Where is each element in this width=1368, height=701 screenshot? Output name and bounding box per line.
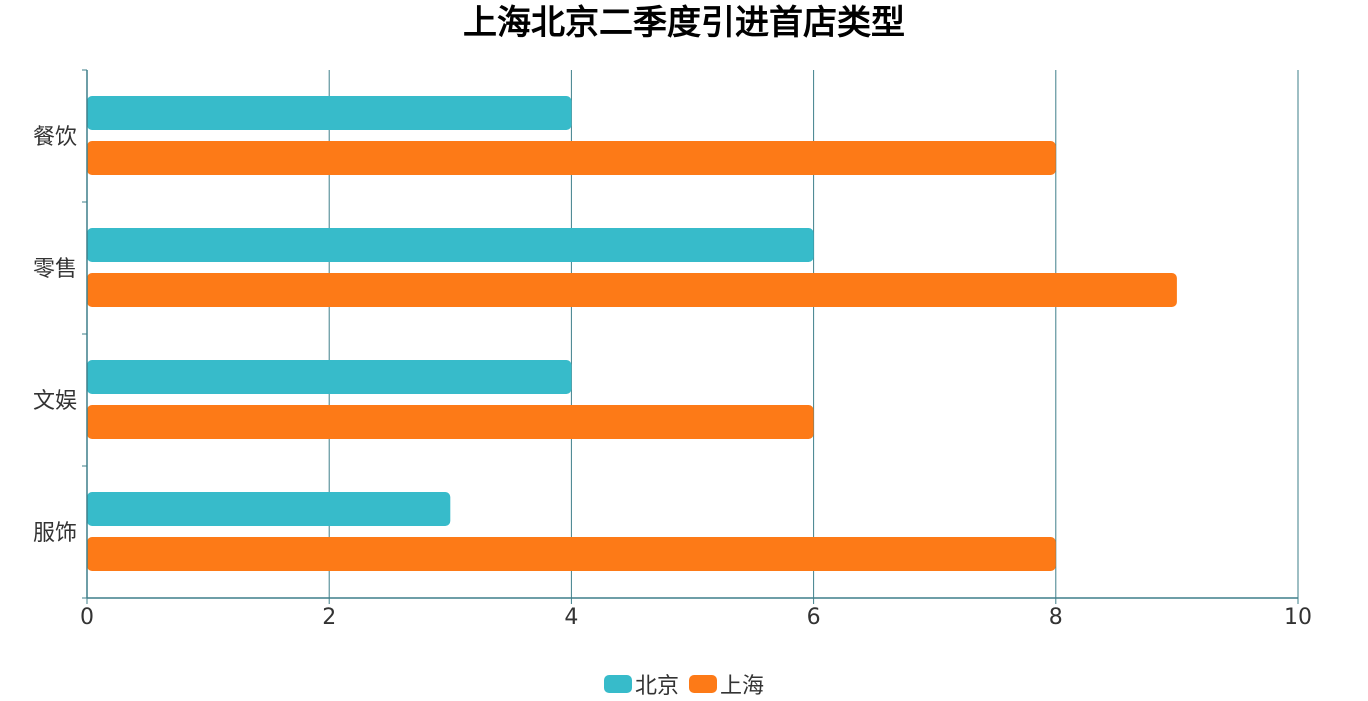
y-category-label: 零售 <box>33 257 77 282</box>
bar-beijing[interactable] <box>87 360 572 394</box>
y-category-label: 服饰 <box>33 521 77 546</box>
legend-item-beijing[interactable]: 北京 <box>603 668 679 700</box>
bar-shanghai[interactable] <box>87 537 1056 571</box>
bar-shanghai[interactable] <box>87 405 814 439</box>
y-category-label: 餐饮 <box>33 125 77 150</box>
legend-label-shanghai: 上海 <box>720 674 765 699</box>
y-category-label: 文娱 <box>33 389 77 414</box>
x-tick-label: 2 <box>322 605 336 630</box>
legend-label-beijing: 北京 <box>634 674 679 699</box>
chart-title: 上海北京二季度引进首店类型 <box>463 3 905 43</box>
x-tick-label: 8 <box>1049 605 1063 630</box>
x-tick-label: 4 <box>564 605 578 630</box>
legend-swatch-beijing <box>603 675 632 693</box>
x-tick-label: 6 <box>807 605 821 630</box>
x-tick-label: 0 <box>80 605 94 630</box>
x-tick-label: 10 <box>1284 605 1312 630</box>
bars <box>87 96 1177 571</box>
axes <box>82 69 1299 604</box>
legend-item-shanghai[interactable]: 上海 <box>689 668 764 700</box>
bar-shanghai[interactable] <box>87 273 1177 307</box>
bar-beijing[interactable] <box>87 492 451 526</box>
bar-beijing[interactable] <box>87 96 572 130</box>
legend-swatch-shanghai <box>689 675 717 693</box>
bar-shanghai[interactable] <box>87 141 1056 175</box>
bar-beijing[interactable] <box>87 228 814 262</box>
legend: 北京 上海 <box>0 668 1368 700</box>
